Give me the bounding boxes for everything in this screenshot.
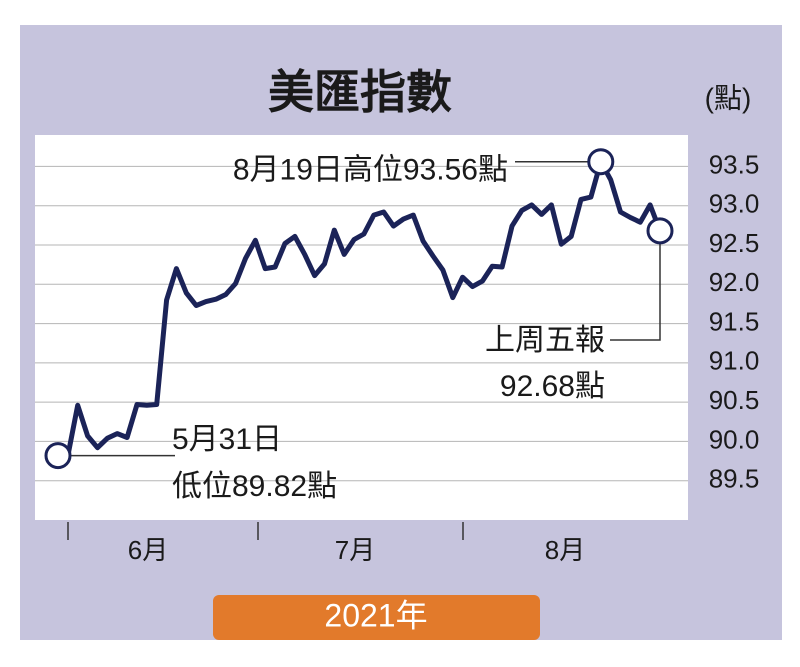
y-tick-label: 93.5 — [709, 149, 760, 179]
x-tick-label: 7月 — [335, 535, 375, 565]
y-tick-label: 92.5 — [709, 228, 760, 258]
unit-label: (點) — [705, 82, 752, 113]
highlight-marker — [646, 217, 674, 245]
annotation: 上周五報 — [485, 324, 605, 357]
annotation: 5月31日 — [172, 423, 282, 456]
annotation: 92.68點 — [500, 370, 605, 403]
callout-line — [610, 230, 661, 341]
y-tick-label: 91.5 — [709, 306, 760, 336]
x-tick-label: 8月 — [545, 535, 585, 565]
x-tick-label: 6月 — [128, 535, 168, 565]
y-tick-label: 89.5 — [709, 464, 760, 494]
annotation: 8月19日高位93.56點 — [233, 154, 508, 187]
line — [58, 159, 663, 459]
y-tick-label: 92.0 — [709, 267, 760, 297]
highlight-marker — [587, 148, 615, 176]
annotation: 低位89.82點 — [172, 470, 337, 503]
y-tick-label: 90.0 — [709, 424, 760, 454]
year-box — [213, 595, 540, 640]
y-tick-label: 93.0 — [709, 189, 760, 219]
highlight-marker — [44, 442, 72, 470]
y-tick-label: 90.5 — [709, 385, 760, 415]
y-tick-label: 91.0 — [709, 346, 760, 376]
year-label: 2021年 — [324, 597, 427, 633]
chart-title: 美匯指數 — [268, 66, 452, 118]
